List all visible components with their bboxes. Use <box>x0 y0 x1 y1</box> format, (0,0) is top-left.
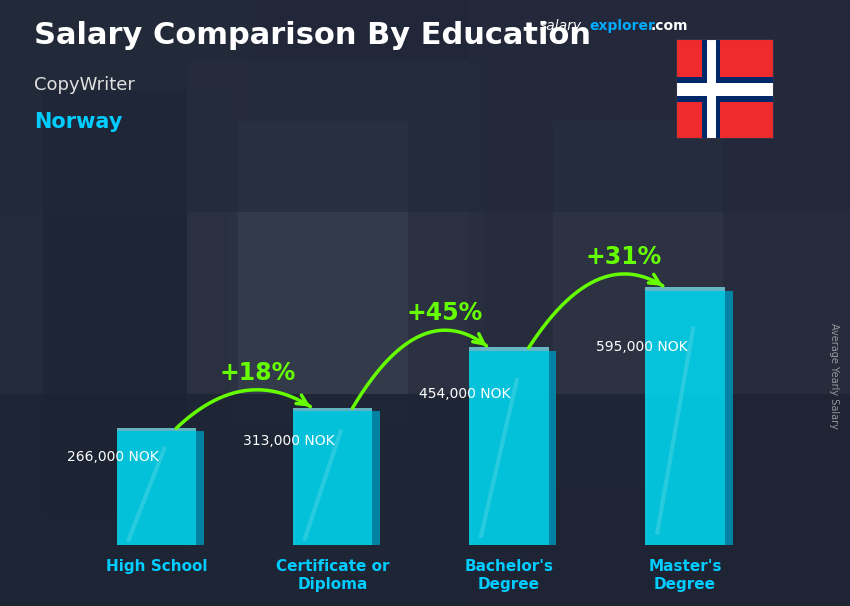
Bar <box>469 347 548 351</box>
Bar <box>116 428 196 431</box>
Bar <box>469 351 548 545</box>
Text: 595,000 NOK: 595,000 NOK <box>596 339 688 354</box>
Text: Average Yearly Salary: Average Yearly Salary <box>829 323 839 428</box>
Text: explorer: explorer <box>589 19 654 33</box>
Text: Salary Comparison By Education: Salary Comparison By Education <box>34 21 591 50</box>
Bar <box>676 77 774 102</box>
Bar <box>372 411 380 545</box>
Bar <box>0 394 850 606</box>
Bar <box>645 291 725 545</box>
Text: .com: .com <box>650 19 688 33</box>
Bar <box>0 0 255 606</box>
Text: 266,000 NOK: 266,000 NOK <box>67 450 159 464</box>
Bar <box>702 39 720 139</box>
Bar <box>293 411 372 545</box>
Text: 454,000 NOK: 454,000 NOK <box>420 387 511 401</box>
Bar <box>0 0 850 212</box>
Bar <box>725 291 733 545</box>
Bar <box>187 61 484 576</box>
Bar <box>196 431 204 545</box>
Bar <box>548 351 557 545</box>
Text: Norway: Norway <box>34 112 122 132</box>
Text: CopyWriter: CopyWriter <box>34 76 135 94</box>
Text: +31%: +31% <box>586 245 662 269</box>
Text: +45%: +45% <box>407 301 484 325</box>
Text: 313,000 NOK: 313,000 NOK <box>243 434 335 448</box>
Bar <box>42 91 230 515</box>
Bar <box>676 83 774 96</box>
Bar <box>645 287 725 291</box>
Text: salary: salary <box>540 19 582 33</box>
Bar <box>238 121 408 424</box>
Bar <box>552 121 722 485</box>
Bar <box>707 39 716 139</box>
Bar <box>293 407 372 411</box>
Bar <box>468 0 850 606</box>
Text: +18%: +18% <box>219 361 295 385</box>
Bar <box>116 431 196 545</box>
